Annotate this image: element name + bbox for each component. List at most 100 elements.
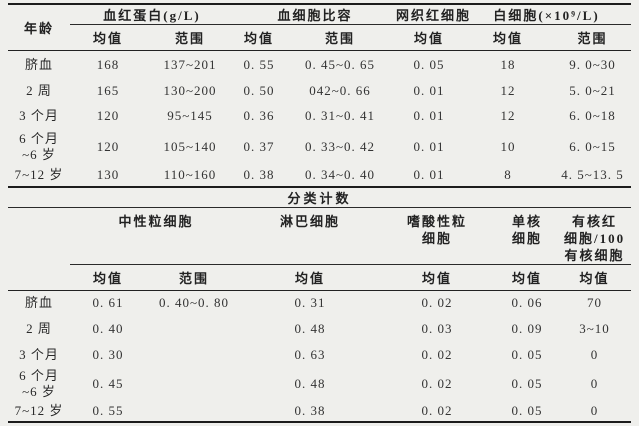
retic-mean-cell: 0. 01 <box>413 83 445 98</box>
hb-mean-cell: 168 <box>96 56 120 72</box>
lymph-mean-cell: 0. 63 <box>294 347 326 362</box>
age-column-header: 年龄 <box>8 4 70 51</box>
neutrophil-group-header: 中性粒细胞 <box>70 207 242 265</box>
mono-mean-cell: 0. 05 <box>511 347 543 362</box>
eos-mean-cell: 0. 02 <box>421 347 453 362</box>
wbc-mean-cell: 12 <box>500 83 516 98</box>
wbc-range-cell: 9. 0~30 <box>569 56 616 72</box>
hematology-table: 年龄 血红蛋白(g/L) 血细胞比容 网织红细胞 白细胞(×10⁹/L) 均值 … <box>8 3 632 188</box>
neut-mean-cell: 0. 45 <box>92 376 124 391</box>
hct-range-cell: 042~0. 66 <box>309 83 371 98</box>
table-row: 脐血 0. 61 0. 40~0. 80 0. 31 0. 02 0. 06 7… <box>8 290 631 316</box>
table-row: 2 周 165 130~200 0. 50 042~0. 66 0. 01 12… <box>8 79 631 104</box>
wbc-mean-cell: 8 <box>504 167 512 182</box>
wbc-range-cell: 6. 0~15 <box>569 138 616 154</box>
hct-range-cell: 0. 34~0. 40 <box>305 167 376 182</box>
age-cell: 3 个月 <box>19 108 59 123</box>
wbc-group-header: 白细胞(×10⁹/L) <box>462 4 632 25</box>
eos-mean-subheader: 均值 <box>378 264 496 291</box>
neut-mean-cell: 0. 30 <box>92 347 124 362</box>
wbc-mean-cell: 18 <box>500 56 516 72</box>
hematocrit-group-header: 血细胞比容 <box>234 4 397 25</box>
age-cell: 3 个月 <box>19 347 59 362</box>
hct-range-cell: 0. 33~0. 42 <box>305 138 376 154</box>
table-row: 分类计数 <box>8 187 632 208</box>
lymph-mean-cell: 0. 38 <box>294 402 326 418</box>
lymph-mean-cell: 0. 48 <box>294 376 326 391</box>
hb-range-cell: 137~201 <box>163 56 217 72</box>
wbc-range-cell: 4. 5~13. 5 <box>561 167 624 182</box>
mono-mean-cell: 0. 09 <box>511 321 543 336</box>
neut-range-cell <box>146 368 242 400</box>
hct-range-cell: 0. 45~0. 65 <box>305 56 376 72</box>
wbc-range-cell: 6. 0~18 <box>569 108 616 123</box>
hct-mean-cell: 0. 55 <box>243 56 275 72</box>
mono-mean-cell: 0. 05 <box>511 402 543 418</box>
eos-mean-cell: 0. 03 <box>421 321 453 336</box>
neut-range-cell: 0. 40~0. 80 <box>158 295 230 311</box>
table-row: 7~12 岁 130 110~160 0. 38 0. 34~0. 40 0. … <box>8 165 631 187</box>
wbc-range-cell: 5. 0~21 <box>569 83 616 98</box>
retic-mean-cell: 0. 05 <box>413 56 445 72</box>
eosinophil-group-header: 嗜酸性粒 细胞 <box>378 207 496 265</box>
hb-range-cell: 130~200 <box>163 83 217 98</box>
table-row: 7~12 岁 0. 55 0. 38 0. 02 0. 05 0 <box>8 400 631 422</box>
hb-mean-cell: 120 <box>96 108 120 123</box>
differential-count-title: 分类计数 <box>8 187 632 208</box>
mono-mean-cell: 0. 06 <box>511 295 543 311</box>
neut-mean-cell: 0. 61 <box>92 295 124 311</box>
hct-mean-subheader: 均值 <box>234 24 285 51</box>
differential-count-table: 分类计数 中性粒细胞 淋巴细胞 嗜酸性粒 细胞 单核 细胞 有核红 细胞/100… <box>8 187 632 423</box>
hb-mean-cell: 120 <box>96 138 120 154</box>
neut-mean-subheader: 均值 <box>70 264 146 291</box>
mono-mean-subheader: 均值 <box>496 264 558 291</box>
lymph-mean-cell: 0. 48 <box>294 321 326 336</box>
hct-range-subheader: 范围 <box>284 24 397 51</box>
neut-range-subheader: 范围 <box>146 264 242 291</box>
age-cell: 6 个月 ~6 岁 <box>19 130 59 162</box>
lymph-mean-subheader: 均值 <box>242 264 378 291</box>
age-cell: 7~12 岁 <box>14 167 64 182</box>
nrbc-mean-subheader: 均值 <box>558 264 632 291</box>
age-cell: 脐血 <box>24 295 53 311</box>
table-row: 2 周 0. 40 0. 48 0. 03 0. 09 3~10 <box>8 316 631 342</box>
hb-range-cell: 95~145 <box>167 108 213 123</box>
table-row: 6 个月 ~6 岁 0. 45 0. 48 0. 02 0. 05 0 <box>8 368 631 400</box>
hb-mean-cell: 130 <box>96 167 120 182</box>
wbc-mean-cell: 10 <box>500 138 516 154</box>
retic-mean-cell: 0. 01 <box>413 138 445 154</box>
age-cell: 2 周 <box>26 83 52 98</box>
hemoglobin-group-header: 血红蛋白(g/L) <box>70 4 235 25</box>
wbc-mean-subheader: 均值 <box>462 24 555 51</box>
lymph-mean-cell: 0. 31 <box>294 295 326 311</box>
reticulocyte-group-header: 网织红细胞 <box>396 4 469 25</box>
hct-mean-cell: 0. 37 <box>243 138 275 154</box>
age-cell: 7~12 岁 <box>14 402 64 418</box>
age-column-spacer <box>8 207 70 291</box>
eos-mean-cell: 0. 02 <box>421 376 453 391</box>
age-cell: 脐血 <box>24 56 53 72</box>
table-row: 3 个月 120 95~145 0. 36 0. 31~0. 41 0. 01 … <box>8 104 631 129</box>
age-cell: 6 个月 ~6 岁 <box>19 368 59 399</box>
wbc-mean-cell: 12 <box>500 108 516 123</box>
nrbc-mean-cell: 0 <box>590 376 599 391</box>
hb-mean-subheader: 均值 <box>70 24 146 51</box>
hct-mean-cell: 0. 38 <box>243 167 275 182</box>
nrbc-mean-cell: 3~10 <box>579 321 610 336</box>
hct-mean-cell: 0. 50 <box>243 83 275 98</box>
hb-range-cell: 110~160 <box>163 167 217 182</box>
table-row: 6 个月 ~6 岁 120 105~140 0. 37 0. 33~0. 42 … <box>8 129 631 165</box>
nrbc-mean-cell: 0 <box>590 402 599 418</box>
nrbc-mean-cell: 0 <box>590 347 599 362</box>
age-cell: 2 周 <box>26 321 52 336</box>
retic-mean-subheader: 均值 <box>396 24 463 51</box>
wbc-range-subheader: 范围 <box>554 24 632 51</box>
table-row: 脐血 168 137~201 0. 55 0. 45~0. 65 0. 05 1… <box>8 51 631 79</box>
hb-range-cell: 105~140 <box>163 138 217 154</box>
nrbc-mean-cell: 70 <box>587 295 603 311</box>
neut-mean-cell: 0. 40 <box>92 321 124 336</box>
retic-mean-cell: 0. 01 <box>413 108 445 123</box>
nucleated-rbc-group-header: 有核红 细胞/100 有核细胞 <box>558 207 632 265</box>
monocyte-group-header: 单核 细胞 <box>496 207 558 265</box>
